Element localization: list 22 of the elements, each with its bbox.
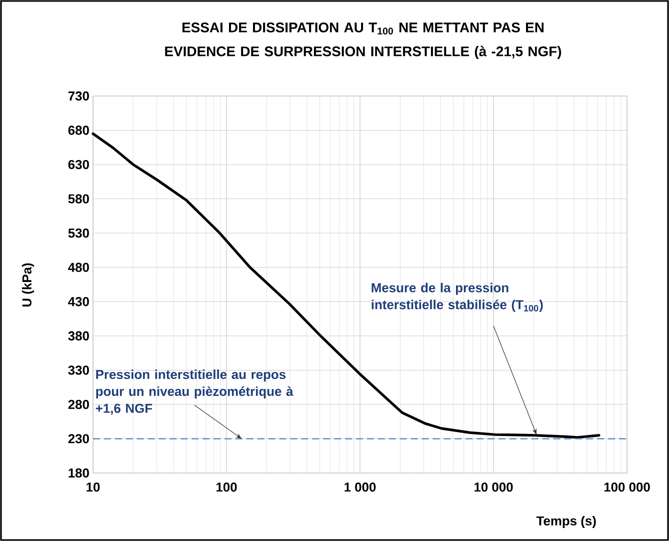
x-tick-label: 1 000	[344, 482, 376, 492]
x-tick-label: 10 000	[474, 482, 513, 492]
y-tick-label: 730	[68, 91, 89, 101]
y-tick-label: 480	[68, 262, 89, 272]
y-tick-label: 280	[68, 400, 89, 410]
y-tick-label: 580	[68, 194, 89, 204]
annotation: Pression interstitielle au repos pour un niveau pièzométrique à +1,6 NGF	[96, 370, 294, 415]
y-axis-title: U (kPa)	[22, 263, 34, 307]
x-tick-label: 10	[86, 482, 100, 492]
y-tick-label: 630	[68, 160, 89, 170]
y-tick-label: 430	[68, 297, 89, 306]
chart-title: ESSAI DE DISSIPATION AU T$_{100}$ NE METTANT PAS EN EVIDENCE DE SURPRESSION INTERSTIELLE (à -21,5 NGF)	[165, 22, 562, 60]
x-tick-label: 100	[216, 482, 237, 492]
y-tick-label: 530	[68, 228, 89, 238]
annotation: Mesure de la pression interstitielle stabilisée (T$_{100}$)	[372, 282, 543, 312]
y-tick-label: 330	[68, 366, 89, 375]
x-tick-label: 100 000	[604, 482, 650, 492]
y-tick-label: 680	[68, 126, 89, 135]
y-tick-label: 230	[68, 434, 89, 444]
x-axis-title: Temps (s)	[536, 516, 596, 528]
y-tick-label: 180	[68, 468, 89, 478]
y-tick-label: 380	[68, 331, 89, 340]
